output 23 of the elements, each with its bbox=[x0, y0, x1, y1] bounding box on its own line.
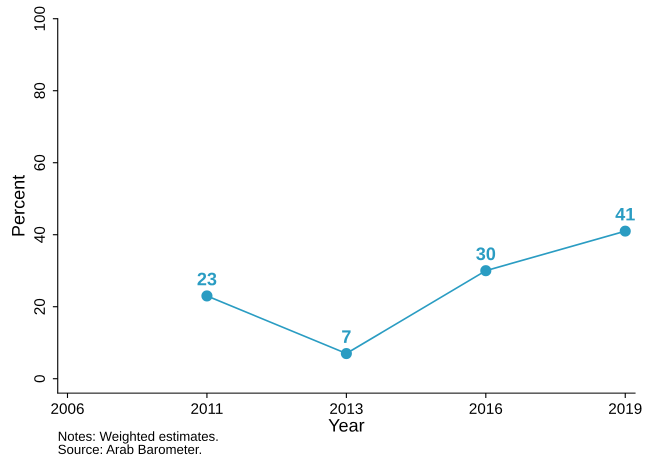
y-tick-label: 0 bbox=[34, 375, 45, 382]
data-label: 7 bbox=[342, 330, 351, 343]
x-axis-title: Year bbox=[328, 419, 364, 432]
point bbox=[480, 265, 492, 276]
data-label: 30 bbox=[476, 247, 496, 260]
point bbox=[340, 348, 352, 360]
y-tick-label: 80 bbox=[34, 82, 45, 99]
y-tick-label: 40 bbox=[34, 226, 45, 243]
source-note: Source: Arab Barometer. bbox=[58, 444, 202, 454]
data-label: 41 bbox=[615, 208, 635, 220]
x-tick-label: 2013 bbox=[330, 403, 363, 414]
y-tick-label: 100 bbox=[34, 6, 45, 30]
y-axis-title: Percent bbox=[12, 174, 25, 236]
y-tick-label: 20 bbox=[34, 298, 45, 314]
x-tick-label: 2011 bbox=[191, 403, 223, 414]
point bbox=[201, 290, 212, 302]
x-tick-label: 2019 bbox=[609, 403, 642, 414]
point bbox=[620, 226, 631, 237]
data-label: 23 bbox=[198, 272, 216, 286]
x-tick-label: 2006 bbox=[51, 403, 84, 414]
y-tick-label: 60 bbox=[34, 154, 45, 170]
x-tick-label: 2016 bbox=[470, 403, 502, 414]
text: Notes: Weighted estimates. bbox=[58, 431, 218, 444]
